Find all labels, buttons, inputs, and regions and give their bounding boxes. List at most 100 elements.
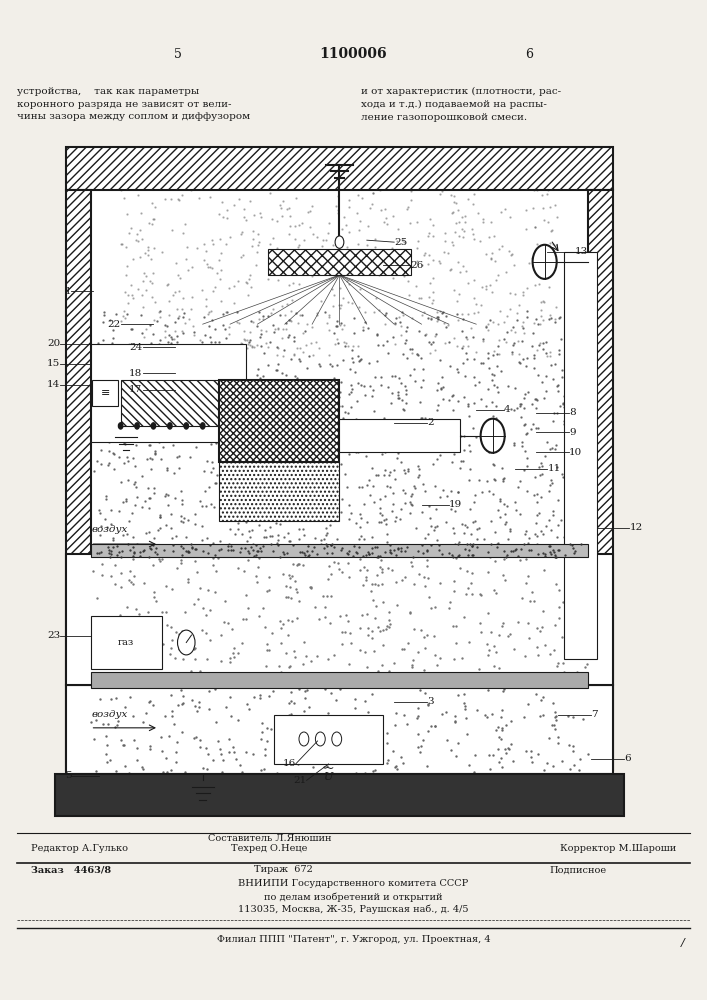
Point	[246, 238, 257, 254]
Point	[530, 311, 542, 327]
Point	[550, 311, 561, 327]
Point	[87, 410, 98, 426]
Point	[516, 409, 527, 425]
Point	[514, 506, 525, 522]
Point	[513, 354, 525, 370]
Text: 19: 19	[449, 500, 462, 509]
Point	[497, 720, 508, 736]
Point	[243, 545, 255, 561]
Point	[416, 547, 428, 563]
Point	[365, 731, 376, 747]
Point	[246, 388, 257, 404]
Point	[431, 309, 443, 325]
Point	[426, 311, 437, 327]
Point	[180, 543, 192, 559]
Point	[341, 239, 353, 255]
Point	[212, 550, 223, 566]
Point	[140, 375, 151, 391]
Point	[103, 545, 115, 561]
Point	[339, 404, 351, 420]
Point	[326, 358, 337, 374]
Point	[476, 391, 487, 407]
Point	[165, 335, 176, 351]
Point	[274, 197, 286, 213]
Point	[553, 342, 564, 358]
Point	[467, 196, 478, 212]
Point	[335, 456, 346, 472]
Point	[483, 415, 494, 431]
Point	[568, 436, 579, 452]
Point	[527, 250, 538, 266]
Point	[479, 707, 491, 723]
Point	[531, 246, 542, 262]
Point	[559, 540, 570, 556]
Point	[293, 438, 304, 454]
Point	[486, 250, 497, 266]
Point	[448, 618, 459, 634]
Point	[418, 304, 429, 320]
Point	[231, 425, 243, 441]
Point	[134, 222, 146, 238]
Point	[501, 514, 512, 530]
Point	[158, 379, 170, 395]
Point	[233, 712, 244, 728]
Point	[533, 459, 544, 475]
Point	[502, 308, 513, 324]
Point	[248, 689, 259, 705]
Point	[201, 354, 212, 370]
Point	[352, 441, 363, 457]
Point	[343, 613, 354, 629]
Point	[300, 337, 311, 353]
Point	[536, 302, 547, 318]
Point	[372, 755, 383, 771]
Point	[515, 396, 527, 412]
Point	[409, 480, 421, 496]
Point	[337, 540, 348, 556]
Point	[514, 473, 525, 489]
Point	[291, 190, 302, 206]
Point	[214, 252, 225, 268]
Point	[390, 310, 402, 326]
Point	[422, 228, 433, 244]
Point	[125, 220, 136, 236]
Point	[195, 363, 206, 379]
Point	[138, 273, 149, 289]
Point	[441, 488, 452, 504]
Point	[171, 347, 182, 363]
Point	[165, 537, 177, 553]
Point	[161, 360, 173, 376]
Point	[156, 604, 168, 620]
Point	[170, 255, 181, 271]
Point	[375, 202, 387, 218]
Point	[468, 186, 479, 202]
Point	[97, 344, 108, 360]
Point	[359, 644, 370, 660]
Point	[107, 322, 119, 338]
Point	[341, 273, 352, 289]
Point	[226, 538, 237, 554]
Point	[377, 594, 388, 610]
Point	[225, 708, 236, 724]
Point	[135, 353, 146, 369]
Point	[409, 361, 420, 377]
Point	[303, 548, 314, 564]
Point	[363, 472, 374, 488]
Point	[276, 208, 287, 224]
Point	[411, 346, 422, 362]
Point	[546, 223, 557, 239]
Point	[90, 545, 102, 561]
Point	[380, 511, 392, 527]
Point	[466, 538, 477, 554]
Point	[582, 565, 593, 581]
Point	[298, 656, 309, 672]
Point	[369, 733, 380, 749]
Point	[225, 543, 236, 559]
Point	[317, 732, 328, 748]
Point	[238, 611, 249, 627]
Point	[395, 454, 407, 470]
Point	[522, 280, 533, 296]
Point	[506, 346, 518, 362]
Point	[349, 700, 361, 716]
Point	[289, 218, 300, 234]
Point	[292, 556, 303, 572]
